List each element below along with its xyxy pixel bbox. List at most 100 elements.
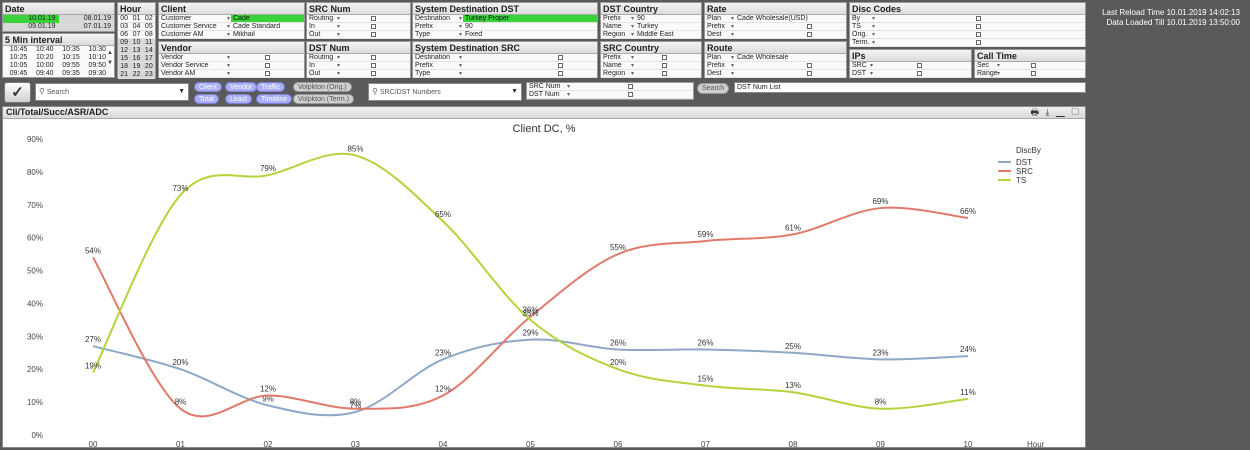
checkbox[interactable]: [1031, 63, 1036, 68]
hour-cell[interactable]: 13: [130, 47, 143, 55]
field-value[interactable]: [735, 31, 846, 38]
checkbox[interactable]: [558, 71, 563, 76]
field-row[interactable]: Out: [307, 70, 410, 78]
field-value[interactable]: [463, 54, 597, 61]
checkbox[interactable]: [265, 55, 270, 60]
view-pill-button[interactable]: Volpkton (Term.): [293, 94, 354, 104]
field-value[interactable]: Cade Standard: [233, 23, 281, 30]
field-value[interactable]: Middle East: [637, 31, 674, 38]
field-row[interactable]: Term.: [850, 39, 1085, 47]
field-row[interactable]: Destination: [413, 54, 597, 62]
search-button[interactable]: Search: [697, 83, 730, 94]
hour-cell[interactable]: 05: [142, 23, 155, 31]
checkbox[interactable]: [628, 84, 633, 89]
hour-cell[interactable]: 09: [118, 39, 131, 47]
checkbox[interactable]: [807, 71, 812, 76]
dropdown-arrow-icon[interactable]: ▼: [178, 88, 185, 95]
date-cell[interactable]: 10.01.19: [3, 15, 59, 23]
field-row[interactable]: TypeFixed: [413, 31, 597, 39]
interval-cell[interactable]: 10:00: [35, 62, 54, 69]
view-pill-button[interactable]: Traffic: [256, 82, 286, 92]
interval-cell[interactable]: 09:35: [62, 70, 80, 77]
view-pill-button[interactable]: Client: [194, 82, 222, 92]
interval-cell[interactable]: 09:40: [35, 70, 54, 77]
checkbox[interactable]: [265, 71, 270, 76]
field-row[interactable]: Prefix: [705, 62, 846, 70]
field-row[interactable]: By: [850, 15, 1085, 23]
interval-cell[interactable]: 09:30: [88, 70, 106, 77]
field-value[interactable]: [1001, 70, 1085, 77]
field-row[interactable]: Sec: [975, 62, 1085, 70]
view-pill-button[interactable]: Timeline: [256, 94, 293, 104]
field-row[interactable]: Type: [413, 70, 597, 78]
field-row[interactable]: Customer AMMikhail: [159, 31, 304, 39]
dst-num-list-input[interactable]: DST Num List: [734, 82, 1086, 93]
interval-cell[interactable]: 10:10: [88, 54, 106, 61]
date-cell[interactable]: 09.01.19: [3, 23, 59, 31]
interval-cell[interactable]: 10:15: [62, 54, 80, 61]
hour-cell[interactable]: 22: [130, 71, 143, 79]
checkbox[interactable]: [807, 24, 812, 29]
checkbox[interactable]: [917, 71, 922, 76]
hour-cell[interactable]: 21: [118, 71, 131, 79]
field-row[interactable]: Prefix: [413, 62, 597, 70]
field-value[interactable]: 90: [465, 23, 473, 30]
date-cell[interactable]: 08.01.19: [58, 15, 114, 23]
field-value[interactable]: [463, 70, 597, 77]
interval-cell[interactable]: 10:20: [35, 54, 54, 61]
numbers-input[interactable]: ⚲ SRC/DST Numbers ▼: [368, 83, 522, 101]
field-row[interactable]: Prefix: [601, 54, 701, 62]
field-row[interactable]: Prefix: [705, 23, 846, 31]
field-row[interactable]: NameTurkey: [601, 23, 701, 31]
field-row[interactable]: Dest: [705, 70, 846, 78]
hour-cell[interactable]: 00: [118, 15, 131, 23]
checkbox[interactable]: [662, 71, 667, 76]
view-pill-button[interactable]: Vendor: [225, 82, 258, 92]
hour-cell[interactable]: 01: [130, 15, 143, 23]
field-row[interactable]: In: [307, 23, 410, 31]
search-input[interactable]: ⚲ Search ▼: [35, 83, 189, 101]
interval-cell[interactable]: 09:55: [62, 62, 80, 69]
checkbox[interactable]: [371, 24, 376, 29]
field-row[interactable]: Dest: [705, 31, 846, 39]
confirm-button[interactable]: ✓: [4, 82, 31, 103]
checkbox[interactable]: [917, 63, 922, 68]
checkbox[interactable]: [807, 63, 812, 68]
checkbox[interactable]: [558, 63, 563, 68]
checkbox[interactable]: [371, 32, 376, 37]
field-value[interactable]: [735, 62, 846, 69]
field-row[interactable]: DST: [850, 70, 971, 78]
field-value[interactable]: [874, 62, 971, 69]
field-row[interactable]: Region: [601, 70, 701, 78]
checkbox[interactable]: [807, 32, 812, 37]
field-value[interactable]: Cade Wholesale(USD): [737, 15, 808, 22]
date-row[interactable]: 09.01.19 07.01.19: [3, 23, 114, 31]
field-row[interactable]: Prefix90: [413, 23, 597, 31]
hour-cell[interactable]: 18: [118, 63, 131, 71]
field-row[interactable]: Range: [975, 70, 1085, 78]
checkbox[interactable]: [662, 63, 667, 68]
field-value[interactable]: 90: [637, 15, 645, 22]
field-value[interactable]: Turkey Proper: [463, 15, 597, 22]
date-row[interactable]: 10.01.19 08.01.19: [3, 15, 114, 23]
field-value[interactable]: [735, 23, 846, 30]
hour-cell[interactable]: 20: [142, 63, 155, 71]
hour-cell[interactable]: 04: [130, 23, 143, 31]
field-row[interactable]: PlanCade Wholesale: [705, 54, 846, 62]
hour-cell[interactable]: 10: [130, 39, 143, 47]
interval-cell[interactable]: 10:30: [88, 46, 106, 53]
checkbox[interactable]: [371, 55, 376, 60]
field-row[interactable]: Prefix90: [601, 15, 701, 23]
hour-cell[interactable]: 12: [118, 47, 131, 55]
interval-cell[interactable]: 10:25: [9, 54, 28, 61]
interval-cell[interactable]: 10:40: [35, 46, 54, 53]
field-row[interactable]: Routing: [307, 54, 410, 62]
checkbox[interactable]: [265, 63, 270, 68]
checkbox[interactable]: [662, 55, 667, 60]
hour-cell[interactable]: 16: [130, 55, 143, 63]
scroll-arrows[interactable]: ▲ ▼: [107, 50, 113, 66]
hour-cell[interactable]: 19: [130, 63, 143, 71]
field-value[interactable]: Fixed: [465, 31, 483, 38]
interval-cell[interactable]: 10:35: [62, 46, 80, 53]
hour-cell[interactable]: 23: [142, 71, 155, 79]
